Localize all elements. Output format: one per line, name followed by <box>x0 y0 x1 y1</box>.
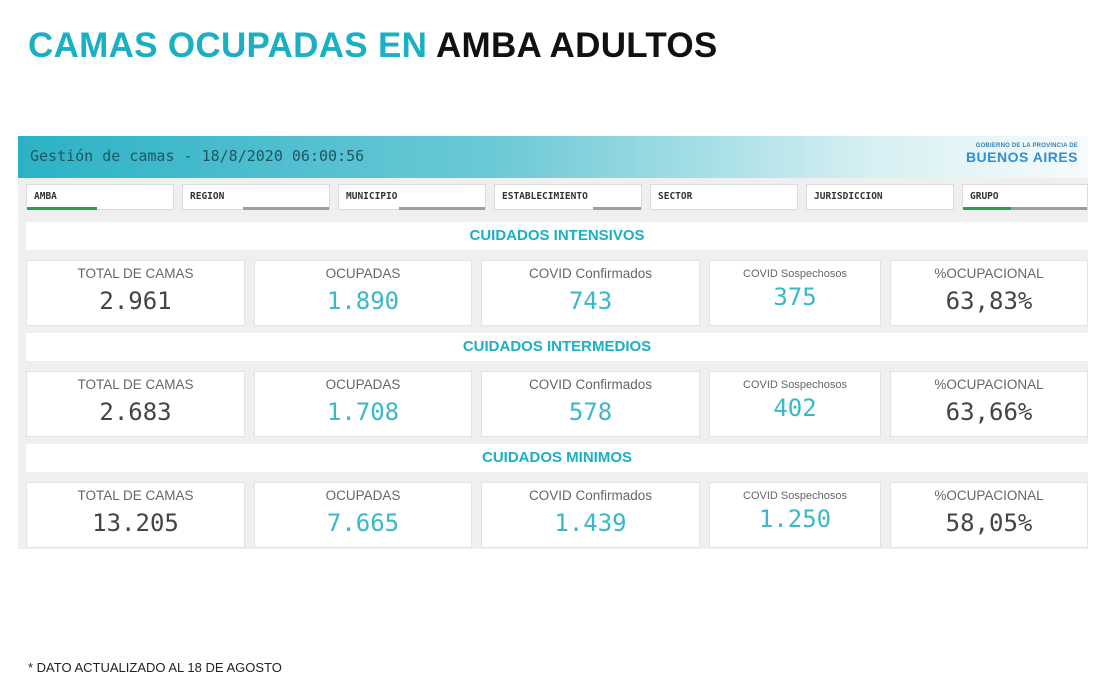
filter-label: ESTABLECIMIENTO <box>502 191 588 202</box>
card-covid-confirmados: COVID Confirmados 578 <box>481 371 700 437</box>
cards-row-minimos: TOTAL DE CAMAS 13.205 OCUPADAS 7.665 COV… <box>26 482 1088 548</box>
section-title-intermedios: CUIDADOS INTERMEDIOS <box>26 333 1088 361</box>
filter-municipio[interactable]: MUNICIPIO <box>338 184 486 210</box>
filter-indicator <box>399 207 485 210</box>
logo-wordmark: BUENOS AIRES <box>965 149 1078 165</box>
card-label: TOTAL DE CAMAS <box>77 377 194 392</box>
card-label: COVID Confirmados <box>528 488 653 503</box>
filter-establecimiento[interactable]: ESTABLECIMIENTO <box>494 184 642 210</box>
card-covid-confirmados: COVID Confirmados 1.439 <box>481 482 700 548</box>
card-label: %OCUPACIONAL <box>934 488 1044 503</box>
card-ocupacional: %OCUPACIONAL 63,66% <box>890 371 1088 437</box>
card-covid-sospechosos: COVID Sospechosos 375 <box>709 260 881 326</box>
card-label: COVID Sospechosos <box>743 379 847 391</box>
card-value: 2.961 <box>99 287 172 315</box>
card-value: 58,05% <box>945 509 1033 537</box>
section-title-intensivos: CUIDADOS INTENSIVOS <box>26 222 1088 250</box>
card-label: %OCUPACIONAL <box>934 266 1044 281</box>
filter-label: SECTOR <box>658 191 693 202</box>
card-value: 2.683 <box>99 398 172 426</box>
card-value: 1.890 <box>326 287 400 315</box>
card-value: 375 <box>773 283 817 311</box>
card-label: COVID Sospechosos <box>743 490 847 502</box>
page-title-part1: CAMAS OCUPADAS EN <box>28 26 428 65</box>
filter-label: JURISDICCION <box>814 191 883 202</box>
filter-indicator <box>963 207 1011 210</box>
card-label: COVID Confirmados <box>528 377 653 392</box>
card-label: COVID Confirmados <box>528 266 653 281</box>
card-total: TOTAL DE CAMAS 2.961 <box>26 260 245 326</box>
filter-jurisdiccion[interactable]: JURISDICCION <box>806 184 954 210</box>
filter-grupo[interactable]: GRUPO <box>962 184 1088 210</box>
card-total: TOTAL DE CAMAS 2.683 <box>26 371 245 437</box>
dashboard-title: Gestión de camas - 18/8/2020 06:00:56 <box>30 147 365 165</box>
card-value: 1.708 <box>326 398 400 426</box>
card-ocupadas: OCUPADAS 1.890 <box>254 260 472 326</box>
filter-region[interactable]: REGION <box>182 184 330 210</box>
bed-management-dashboard: Gestión de camas - 18/8/2020 06:00:56 GO… <box>18 136 1088 549</box>
card-total: TOTAL DE CAMAS 13.205 <box>26 482 245 548</box>
filter-indicator <box>593 207 641 210</box>
cards-row-intermedios: TOTAL DE CAMAS 2.683 OCUPADAS 1.708 COVI… <box>26 371 1088 437</box>
card-value: 1.439 <box>554 509 627 537</box>
card-value: 63,83% <box>945 287 1033 315</box>
filter-amba[interactable]: AMBA <box>26 184 174 210</box>
cards-row-intensivos: TOTAL DE CAMAS 2.961 OCUPADAS 1.890 COVI… <box>26 260 1088 326</box>
card-ocupadas: OCUPADAS 7.665 <box>254 482 472 548</box>
filter-label: GRUPO <box>970 191 999 202</box>
filter-label: MUNICIPIO <box>346 191 398 202</box>
dashboard-header: Gestión de camas - 18/8/2020 06:00:56 GO… <box>18 136 1088 178</box>
card-value: 402 <box>773 394 817 422</box>
card-covid-sospechosos: COVID Sospechosos 1.250 <box>709 482 881 548</box>
footnote: * DATO ACTUALIZADO AL 18 DE AGOSTO <box>28 660 282 675</box>
card-value: 13.205 <box>92 509 179 537</box>
section-title-minimos: CUIDADOS MINIMOS <box>26 444 1088 472</box>
buenos-aires-logo: GOBIERNO DE LA PROVINCIA DE BUENOS AIRES <box>966 143 1078 165</box>
filter-indicator <box>27 207 97 210</box>
card-label: %OCUPACIONAL <box>934 377 1044 392</box>
card-value: 578 <box>568 398 613 426</box>
page-title: CAMAS OCUPADAS EN AMBA ADULTOS <box>28 26 718 66</box>
card-label: OCUPADAS <box>325 266 401 281</box>
card-ocupadas: OCUPADAS 1.708 <box>254 371 472 437</box>
page-title-part2: AMBA ADULTOS <box>435 26 718 65</box>
card-label: TOTAL DE CAMAS <box>77 266 194 281</box>
card-label: TOTAL DE CAMAS <box>77 488 194 503</box>
filter-bar: AMBA REGION MUNICIPIO ESTABLECIMIENTO SE… <box>26 184 1088 212</box>
card-value: 63,66% <box>945 398 1033 426</box>
logo-caption: GOBIERNO DE LA PROVINCIA DE <box>975 143 1078 149</box>
card-ocupacional: %OCUPACIONAL 63,83% <box>890 260 1088 326</box>
filter-label: AMBA <box>34 191 57 202</box>
card-value: 743 <box>568 287 613 315</box>
card-label: OCUPADAS <box>325 377 401 392</box>
card-value: 7.665 <box>326 509 400 537</box>
card-label: OCUPADAS <box>325 488 401 503</box>
filter-indicator <box>1011 207 1087 210</box>
filter-indicator <box>243 207 329 210</box>
card-covid-sospechosos: COVID Sospechosos 402 <box>709 371 881 437</box>
card-covid-confirmados: COVID Confirmados 743 <box>481 260 700 326</box>
card-ocupacional: %OCUPACIONAL 58,05% <box>890 482 1088 548</box>
card-label: COVID Sospechosos <box>743 268 847 280</box>
filter-sector[interactable]: SECTOR <box>650 184 798 210</box>
filter-label: REGION <box>190 191 225 202</box>
card-value: 1.250 <box>758 505 832 533</box>
